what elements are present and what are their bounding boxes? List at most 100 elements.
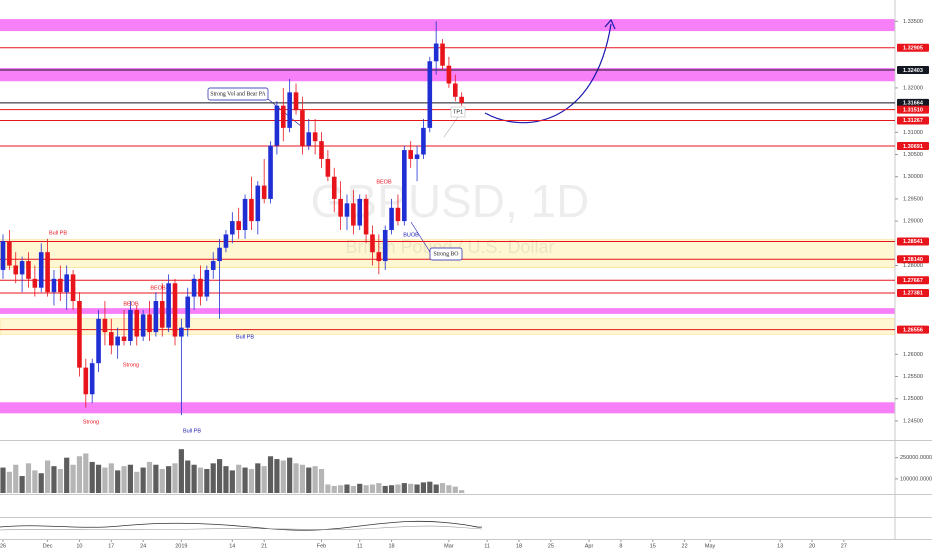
x-tick-label: 11 <box>484 543 490 549</box>
volume-bar <box>146 461 153 493</box>
candle-body <box>427 61 433 128</box>
volume-bar <box>293 463 299 493</box>
y-tick-label: 1.30000 <box>903 174 923 180</box>
candle-body <box>433 43 439 62</box>
candle-body <box>204 269 210 297</box>
volume-bar <box>459 490 465 493</box>
candle-body <box>280 105 286 128</box>
volume-bar <box>38 473 44 493</box>
y-tick-label: 1.33500 <box>903 19 923 25</box>
candle-body <box>440 43 445 66</box>
candle-body <box>376 252 382 262</box>
annotation: Bull PB <box>183 428 201 434</box>
volume-bar <box>83 453 89 493</box>
volume-bar <box>204 468 210 493</box>
volume-bar <box>287 457 293 493</box>
volume-tick-label: 250000.0000 <box>900 455 932 461</box>
x-tick-label: 22 <box>682 543 688 549</box>
candle-body <box>268 145 273 199</box>
volume-bar <box>452 486 458 493</box>
volume-bar <box>350 485 356 493</box>
candle-body <box>0 241 6 270</box>
candle-body <box>236 221 241 230</box>
level-label: 1.28541 <box>903 239 923 245</box>
candle-body <box>147 314 152 333</box>
y-tick-label: 1.32000 <box>903 85 923 91</box>
y-tick-label: 1.25000 <box>903 396 923 402</box>
y-tick-label: 1.24500 <box>903 418 923 424</box>
annotation: Strong Vol and Bear PA <box>210 91 266 97</box>
candle-body <box>223 234 229 248</box>
candle-body <box>83 367 89 395</box>
candle-body <box>159 301 165 328</box>
volume-bar <box>95 464 102 493</box>
x-tick-label: 18 <box>516 543 522 549</box>
volume-bar <box>121 466 127 493</box>
candle-body <box>198 278 203 297</box>
volume-bar <box>64 457 70 493</box>
volume-bar <box>376 483 382 493</box>
level-tag <box>897 237 929 246</box>
candle-body <box>300 110 305 146</box>
callout-pointer <box>410 221 431 253</box>
candle-body <box>363 198 369 235</box>
volume-bar <box>242 467 248 493</box>
callout-box <box>429 247 463 261</box>
candle-body <box>58 278 63 293</box>
candle-body <box>128 309 133 341</box>
volume-bar <box>172 463 178 493</box>
volume-bar <box>401 483 407 493</box>
y-tick-label: 1.31000 <box>903 130 923 136</box>
x-tick-label: Dec <box>43 543 53 549</box>
y-tick-label: 1.30500 <box>903 152 923 158</box>
candle-body <box>166 283 171 328</box>
candle-body <box>261 185 267 199</box>
x-tick-label: 14 <box>229 543 235 549</box>
y-tick-label: 1.28000 <box>903 263 923 269</box>
candle-body <box>274 105 280 146</box>
candle-body <box>19 261 25 275</box>
candle-body <box>414 154 420 159</box>
volume-bar <box>363 485 369 493</box>
volume-bar <box>280 460 286 493</box>
x-tick-label: 8 <box>619 543 622 549</box>
volume-bar <box>299 464 305 493</box>
volume-bar <box>382 485 388 493</box>
candle-body <box>325 158 331 177</box>
annotation: Strong <box>83 419 99 425</box>
annotation: Bull PB <box>236 334 254 340</box>
x-tick-label: May <box>705 543 716 549</box>
candle-body <box>70 274 76 302</box>
candle-body <box>421 127 426 155</box>
candle-body <box>408 150 413 159</box>
volume-bar <box>318 468 325 493</box>
x-tick-label: 25 <box>548 543 554 549</box>
x-tick-label: 24 <box>140 543 146 549</box>
candle-body <box>338 198 343 217</box>
candle-body <box>102 318 108 333</box>
annotation: BUOB <box>403 232 419 238</box>
volume-bar <box>248 468 255 493</box>
candle-body <box>13 265 19 275</box>
candle-body <box>230 221 235 235</box>
volume-bar <box>25 463 32 493</box>
y-tick-label: 1.29500 <box>903 196 923 202</box>
volume-bar <box>70 464 76 493</box>
level-tag <box>897 142 929 151</box>
candle-body <box>179 327 184 337</box>
annotation: TP1 <box>453 109 463 115</box>
candle-body <box>64 274 70 293</box>
volume-bar <box>369 484 376 493</box>
level-label: 1.28140 <box>903 257 923 263</box>
volume-bar <box>261 466 267 493</box>
projection-arrow <box>484 23 612 124</box>
volume-bar <box>446 485 452 493</box>
candle-body <box>210 261 216 270</box>
level-tag <box>897 98 929 107</box>
candle-body <box>140 314 146 337</box>
volume-bar <box>331 485 337 493</box>
volume-bar <box>312 466 318 493</box>
level-label: 1.31267 <box>903 118 923 124</box>
volume-bar <box>178 449 184 493</box>
x-tick-label: 13 <box>777 543 783 549</box>
